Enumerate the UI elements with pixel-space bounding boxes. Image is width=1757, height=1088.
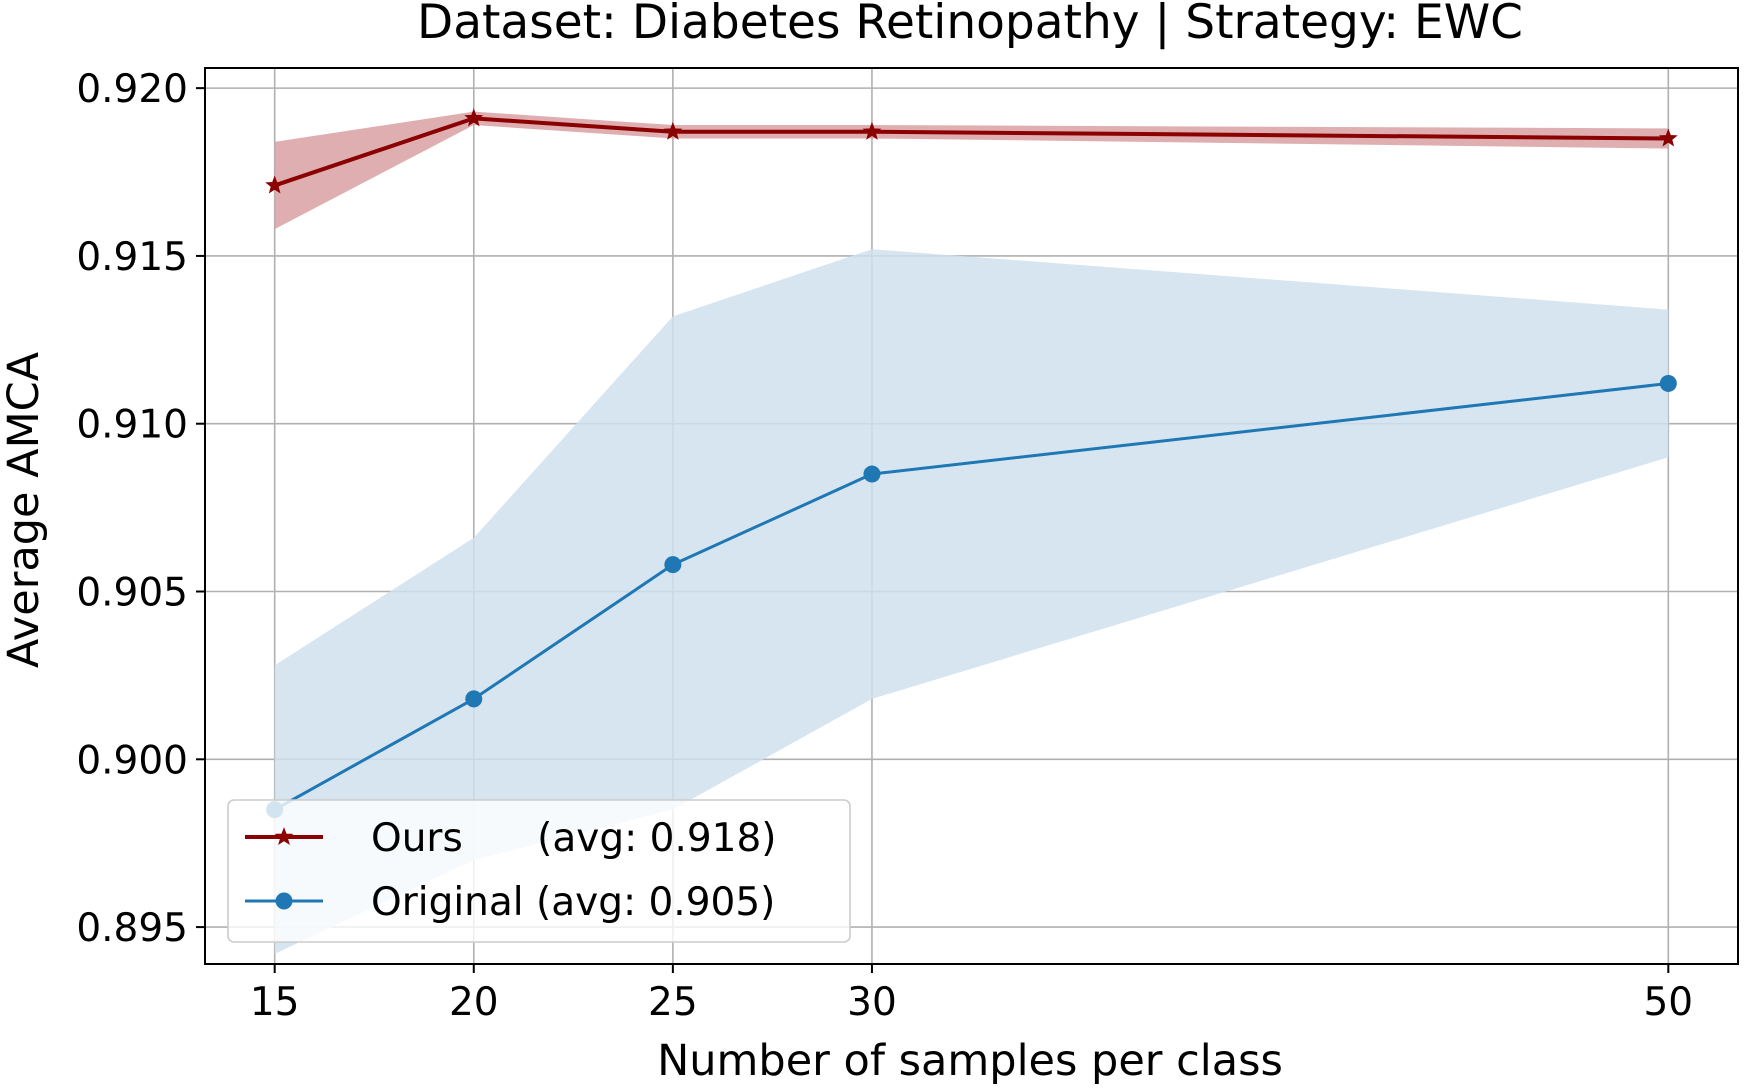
y-tick-label: 0.905	[76, 571, 188, 616]
legend-marker-ours	[274, 827, 294, 846]
legend-label-ours: Ours (avg: 0.918)	[371, 816, 777, 861]
x-axis-label: Number of samples per class	[657, 1036, 1283, 1086]
ours-confidence-band	[274, 111, 1669, 230]
chart-title: Dataset: Diabetes Retinopathy | Strategy…	[417, 0, 1523, 50]
legend: Ours (avg: 0.918) Original (avg: 0.905)	[227, 799, 851, 943]
y-tick-label: 0.915	[76, 235, 188, 280]
ours-data-point	[265, 175, 285, 194]
ours-data-point	[464, 108, 484, 127]
plot-frame	[204, 67, 1739, 965]
x-tick-label: 15	[250, 980, 300, 1025]
x-tick-label: 30	[847, 980, 897, 1025]
x-tick-label: 20	[449, 980, 499, 1025]
y-tick-label: 0.910	[76, 403, 188, 448]
y-tick-label: 0.920	[76, 67, 188, 112]
original-data-point	[1659, 374, 1677, 392]
original-confidence-band	[274, 249, 1669, 954]
original-data-point	[465, 690, 483, 708]
axes: 15 20 25 30 50 0.895 0.900 0.905 0.910 0.915 0.920	[76, 67, 1739, 1025]
y-axis-label: Average AMCA	[0, 351, 49, 668]
y-tick-label: 0.895	[76, 906, 188, 951]
x-tick-label: 25	[648, 980, 698, 1025]
original-data-point	[664, 556, 682, 574]
x-tick-label: 50	[1643, 980, 1693, 1025]
ours-data-point	[862, 121, 882, 140]
y-tick-label: 0.900	[76, 738, 188, 783]
original-data-point	[863, 465, 881, 483]
ours-data-point	[1658, 128, 1678, 147]
confidence-bands	[274, 111, 1669, 954]
legend-label-original: Original (avg: 0.905)	[371, 880, 775, 925]
ours-data-point	[663, 121, 683, 140]
legend-marker-original	[275, 892, 293, 910]
legend-box	[227, 799, 851, 943]
